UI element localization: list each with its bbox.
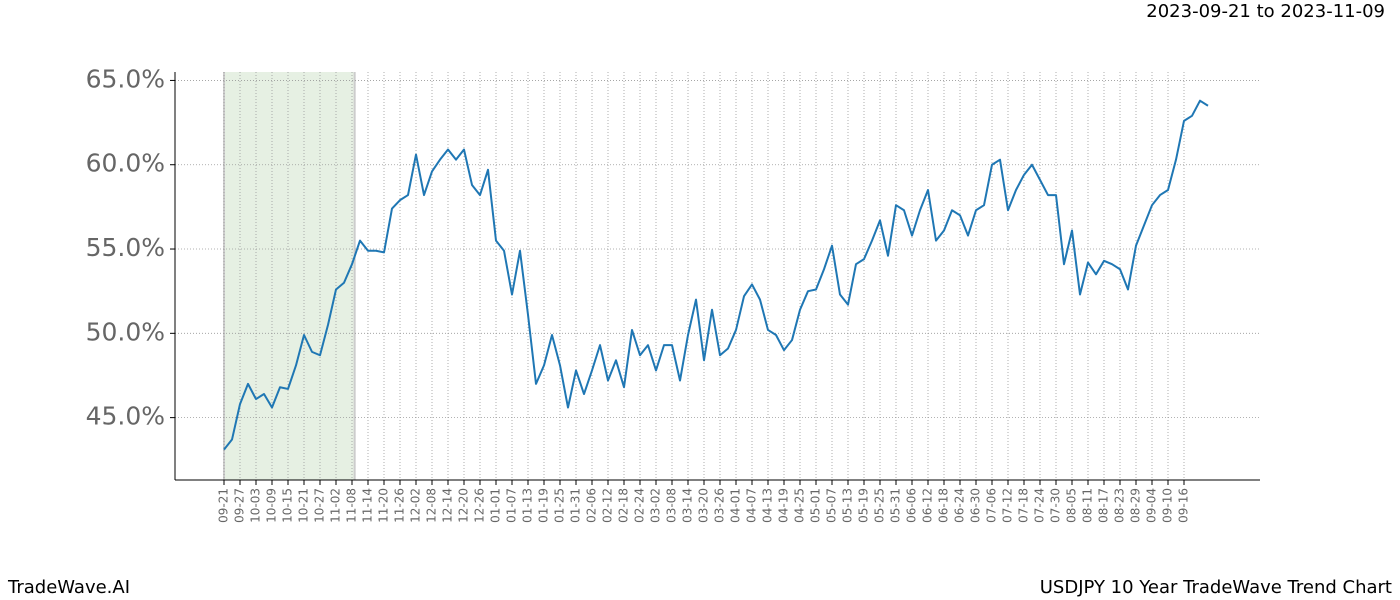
x-tick-label: 03-26 — [713, 488, 727, 523]
x-tick-label: 09-16 — [1177, 488, 1191, 523]
chart-title: 2023-09-21 to 2023-11-09 — [1146, 1, 1385, 22]
y-tick-label: 55.0% — [86, 233, 165, 262]
x-tick-label: 08-17 — [1097, 488, 1111, 523]
x-tick-label: 02-24 — [633, 488, 647, 523]
chart-caption: USDJPY 10 Year TradeWave Trend Chart — [1040, 577, 1392, 598]
x-tick-label: 09-27 — [233, 488, 247, 523]
x-tick-label: 04-07 — [745, 488, 759, 523]
x-tick-label: 04-19 — [777, 488, 791, 523]
x-tick-label: 06-24 — [953, 488, 967, 523]
x-tick-label: 09-10 — [1161, 488, 1175, 523]
x-tick-label: 12-20 — [457, 488, 471, 523]
x-tick-label: 08-05 — [1065, 488, 1079, 523]
x-tick-label: 11-14 — [361, 488, 375, 523]
x-tick-label: 05-19 — [857, 488, 871, 523]
x-tick-label: 07-12 — [1001, 488, 1015, 523]
x-tick-label: 09-21 — [217, 488, 231, 523]
x-tick-label: 12-08 — [425, 488, 439, 523]
x-tick-label: 01-13 — [521, 488, 535, 523]
x-tick-label: 01-25 — [553, 488, 567, 523]
x-tick-label: 10-09 — [265, 488, 279, 523]
x-tick-label: 01-19 — [537, 488, 551, 523]
x-tick-label: 07-18 — [1017, 488, 1031, 523]
x-tick-label: 09-04 — [1145, 488, 1159, 523]
x-tick-label: 06-18 — [937, 488, 951, 523]
x-tick-label: 02-18 — [617, 488, 631, 523]
x-tick-label: 11-20 — [377, 488, 391, 523]
x-tick-label: 01-07 — [505, 488, 519, 523]
x-tick-label: 02-12 — [601, 488, 615, 523]
y-tick-label: 50.0% — [86, 317, 165, 346]
highlight-band — [224, 72, 355, 480]
x-tick-label: 04-13 — [761, 488, 775, 523]
x-tick-label: 06-06 — [905, 488, 919, 523]
x-tick-label: 11-08 — [345, 488, 359, 523]
x-tick-label: 05-01 — [809, 488, 823, 523]
x-tick-label: 03-20 — [697, 488, 711, 523]
x-tick-label: 08-23 — [1113, 488, 1127, 523]
x-tick-label: 05-07 — [825, 488, 839, 523]
x-tick-label: 12-02 — [409, 488, 423, 523]
x-tick-label: 03-08 — [665, 488, 679, 523]
y-tick-label: 65.0% — [86, 64, 165, 93]
x-tick-label: 01-31 — [569, 488, 583, 523]
x-tick-label: 07-24 — [1033, 488, 1047, 523]
x-tick-label: 10-27 — [313, 488, 327, 523]
x-tick-label: 08-29 — [1129, 488, 1143, 523]
x-tick-label: 04-25 — [793, 488, 807, 523]
x-tick-label: 07-30 — [1049, 488, 1063, 523]
x-tick-label: 11-02 — [329, 488, 343, 523]
x-tick-label: 12-26 — [473, 488, 487, 523]
x-tick-label: 05-25 — [873, 488, 887, 523]
x-tick-label: 08-11 — [1081, 488, 1095, 523]
brand-label: TradeWave.AI — [7, 577, 130, 598]
x-tick-label: 10-21 — [297, 488, 311, 523]
x-tick-label: 10-03 — [249, 488, 263, 523]
x-tick-label: 03-14 — [681, 488, 695, 523]
x-tick-label: 05-31 — [889, 488, 903, 523]
x-tick-label: 10-15 — [281, 488, 295, 523]
x-tick-label: 07-06 — [985, 488, 999, 523]
x-tick-label: 11-26 — [393, 488, 407, 523]
data-line — [223, 99, 1209, 451]
x-tick-label: 01-01 — [489, 488, 503, 523]
y-tick-label: 60.0% — [86, 149, 165, 178]
x-tick-label: 02-06 — [585, 488, 599, 523]
x-tick-label: 05-13 — [841, 488, 855, 523]
x-tick-label: 06-30 — [969, 488, 983, 523]
x-tick-label: 03-02 — [649, 488, 663, 523]
x-tick-label: 06-12 — [921, 488, 935, 523]
y-tick-label: 45.0% — [86, 402, 165, 431]
x-tick-label: 12-14 — [441, 488, 455, 523]
x-tick-label: 04-01 — [729, 488, 743, 523]
